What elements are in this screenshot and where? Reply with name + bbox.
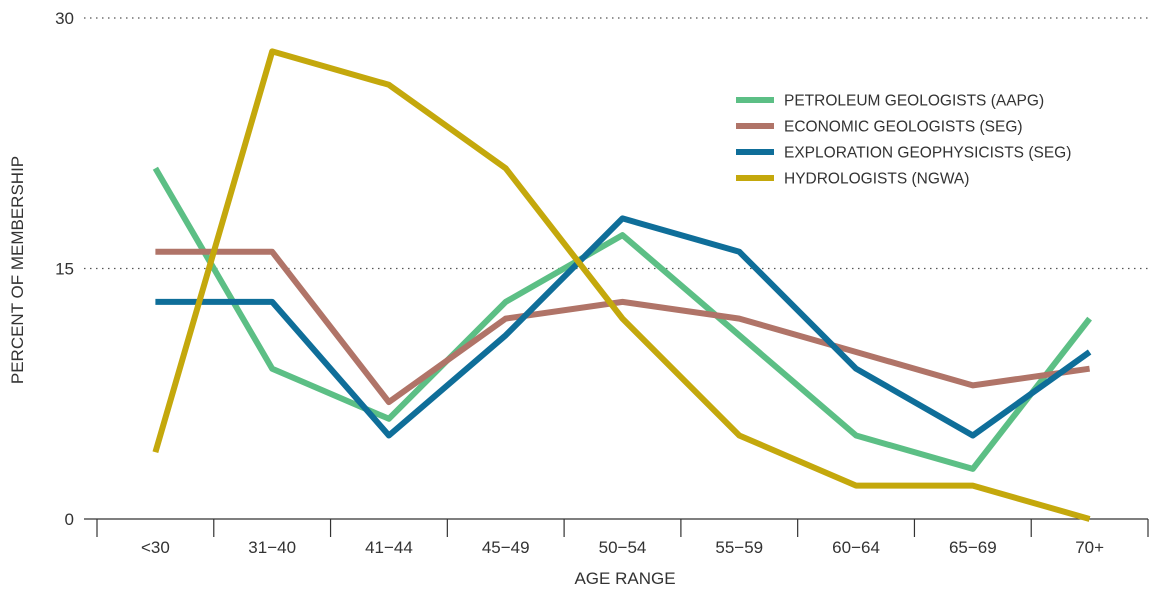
legend-label: EXPLORATION GEOPHYSICISTS (SEG) bbox=[784, 145, 1071, 162]
x-tick-label: 60−64 bbox=[832, 538, 880, 557]
x-tick-label: 65−69 bbox=[949, 538, 997, 557]
legend-label: ECONOMIC GEOLOGISTS (SEG) bbox=[784, 119, 1023, 136]
series-line-4 bbox=[152, 48, 1091, 522]
x-tick-label: 41−44 bbox=[365, 538, 413, 557]
series-line-3 bbox=[155, 215, 1092, 439]
x-tick-label: 70+ bbox=[1075, 538, 1104, 557]
x-tick-label: 50−54 bbox=[599, 538, 647, 557]
series-line-2 bbox=[155, 248, 1091, 406]
x-tick-label: 55−59 bbox=[715, 538, 763, 557]
y-axis-title: PERCENT OF MEMBERSHIP bbox=[8, 156, 27, 384]
series-line-1 bbox=[152, 166, 1092, 472]
series-lines bbox=[152, 48, 1092, 522]
axes: 0 15 30 <30 31−40 41−44 45−49 50−54 55−59 60−64 65… bbox=[55, 9, 1149, 557]
legend-label: HYDROLOGISTS (NGWA) bbox=[784, 171, 969, 188]
x-tick-label: 45−49 bbox=[482, 538, 530, 557]
legend-label: PETROLEUM GEOLOGISTS (AAPG) bbox=[784, 93, 1044, 110]
y-tick-label: 0 bbox=[65, 510, 74, 529]
y-tick-label: 30 bbox=[55, 9, 74, 28]
x-tick-label: 31−40 bbox=[248, 538, 296, 557]
x-tick-label: <30 bbox=[141, 538, 170, 557]
y-tick-label: 15 bbox=[55, 260, 74, 279]
x-axis-title: AGE RANGE bbox=[574, 569, 675, 588]
legend: PETROLEUM GEOLOGISTS (AAPG) ECONOMIC GEOL… bbox=[736, 93, 1071, 188]
